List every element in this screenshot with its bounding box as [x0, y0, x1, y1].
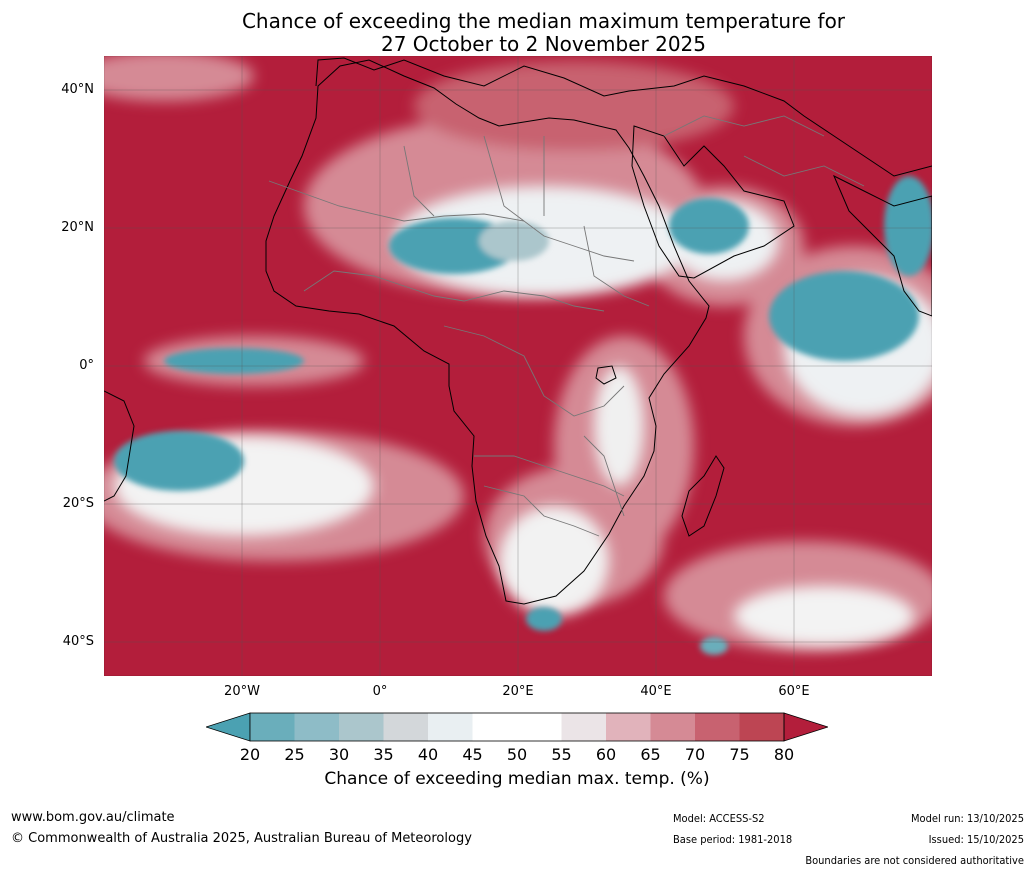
border-iran-pakistan	[743, 155, 865, 187]
colorbar-cell	[739, 713, 784, 741]
footer-model: Model: ACCESS-S2	[673, 812, 765, 825]
arabia-coastline	[631, 125, 795, 279]
africa-coastline	[265, 59, 710, 605]
colorbar-tick-label: 65	[640, 745, 661, 764]
colorbar-cell	[250, 713, 295, 741]
colorbar-tick-label: 70	[684, 745, 706, 764]
colorbar-tick-label: 20	[239, 745, 261, 764]
field-patch-madagascar-teal	[700, 637, 728, 655]
lat-label-20s: 20°S	[62, 496, 94, 511]
border-middle-east	[663, 115, 825, 137]
field-patch-cape-teal	[526, 607, 562, 631]
field-patch-arabia-teal	[669, 198, 749, 254]
border-central-africa	[443, 325, 625, 417]
field-patch-mediterranean-pink	[414, 61, 734, 151]
field-patch-south-indian-white	[734, 586, 914, 646]
lat-label-20n: 20°N	[61, 220, 94, 235]
colorbar-tick-label: 50	[506, 745, 528, 764]
graticule	[104, 56, 932, 676]
colorbar-tick-label: 40	[417, 745, 439, 764]
colorbar-cell	[695, 713, 740, 741]
map-title: Chance of exceeding the median maximum t…	[0, 10, 1035, 56]
south-america-coastline	[104, 390, 135, 502]
footer-base-period: Base period: 1981-2018	[673, 833, 793, 846]
lon-label-20e: 20°E	[502, 684, 534, 699]
colorbar-tick-label: 75	[729, 745, 750, 764]
map-canvas	[104, 56, 932, 676]
lon-label-40e: 40°E	[640, 684, 672, 699]
border-west-africa	[303, 270, 605, 312]
field-patch-south-atlantic-teal	[114, 431, 244, 491]
colorbar-cell	[383, 713, 428, 741]
footer-website[interactable]: www.bom.gov.au/climate	[11, 810, 175, 825]
colorbar-extension-high	[783, 712, 828, 742]
field-patch-southern-africa-white	[499, 506, 609, 616]
colorbar	[206, 712, 828, 742]
low-probability-field	[114, 176, 932, 655]
border-algeria-mali	[403, 145, 435, 217]
colorbar-extension-low	[206, 712, 251, 742]
title-line-2: 27 October to 2 November 2025	[380, 32, 707, 56]
lat-label-40n: 40°N	[61, 82, 94, 97]
colorbar-cell	[561, 713, 606, 741]
colorbar-cell	[428, 713, 473, 741]
map-panel	[104, 56, 932, 676]
colorbar-tick-label: 60	[595, 745, 617, 764]
europe-coastline	[315, 57, 932, 177]
field-patch-gulf-of-guinea-teal	[164, 348, 304, 374]
lat-label-40s: 40°S	[62, 634, 94, 649]
lon-label-0: 0°	[372, 684, 388, 699]
border-namibia-botswana	[483, 485, 600, 537]
border-mozambique	[583, 435, 625, 517]
colorbar-cell	[650, 713, 695, 741]
field-patch-east-africa-white	[594, 366, 644, 486]
lon-label-60e: 60°E	[778, 684, 810, 699]
footer-copyright: © Commonwealth of Australia 2025, Austra…	[11, 831, 472, 846]
colorbar-tick-label: 35	[373, 745, 394, 764]
title-line-1: Chance of exceeding the median maximum t…	[241, 9, 846, 33]
coastlines	[104, 57, 932, 605]
colorbar-cells	[206, 712, 828, 742]
field-patch-arabian-sea-teal	[769, 271, 919, 361]
colorbar-cell	[294, 713, 339, 741]
india-coastline	[833, 174, 932, 317]
field-patch-sahara-teal-light	[479, 221, 549, 261]
colorbar-tick-label: 55	[551, 745, 572, 764]
colorbar-tick-label: 30	[328, 745, 350, 764]
madagascar-coastline	[681, 455, 725, 537]
colorbar-cell	[339, 713, 384, 741]
lon-label-20w: 20°W	[224, 684, 260, 699]
border-sudan-ethiopia	[583, 225, 650, 307]
colorbar-tick-label: 25	[284, 745, 305, 764]
colorbar-tick-label: 80	[773, 745, 795, 764]
lake-victoria-coastline	[595, 365, 617, 385]
border-southern-africa	[474, 455, 625, 497]
footer-model-run: Model run: 13/10/2025	[911, 812, 1024, 825]
colorbar-tick-label: 45	[462, 745, 483, 764]
colorbar-cell	[472, 713, 517, 741]
colorbar-cell	[517, 713, 562, 741]
footer-disclaimer: Boundaries are not considered authoritat…	[805, 854, 1024, 867]
field-patch-bay-of-bengal-teal	[884, 176, 932, 276]
country-borders	[268, 115, 865, 537]
colorbar-outline	[249, 712, 785, 742]
field-patch-west-pink	[104, 56, 254, 101]
footer-issued: Issued: 15/10/2025	[928, 833, 1024, 846]
colorbar-label: Chance of exceeding median max. temp. (%…	[324, 769, 710, 789]
border-libya-chad	[483, 135, 525, 222]
lat-label-equator: 0°	[79, 358, 94, 373]
colorbar-cell	[606, 713, 651, 741]
